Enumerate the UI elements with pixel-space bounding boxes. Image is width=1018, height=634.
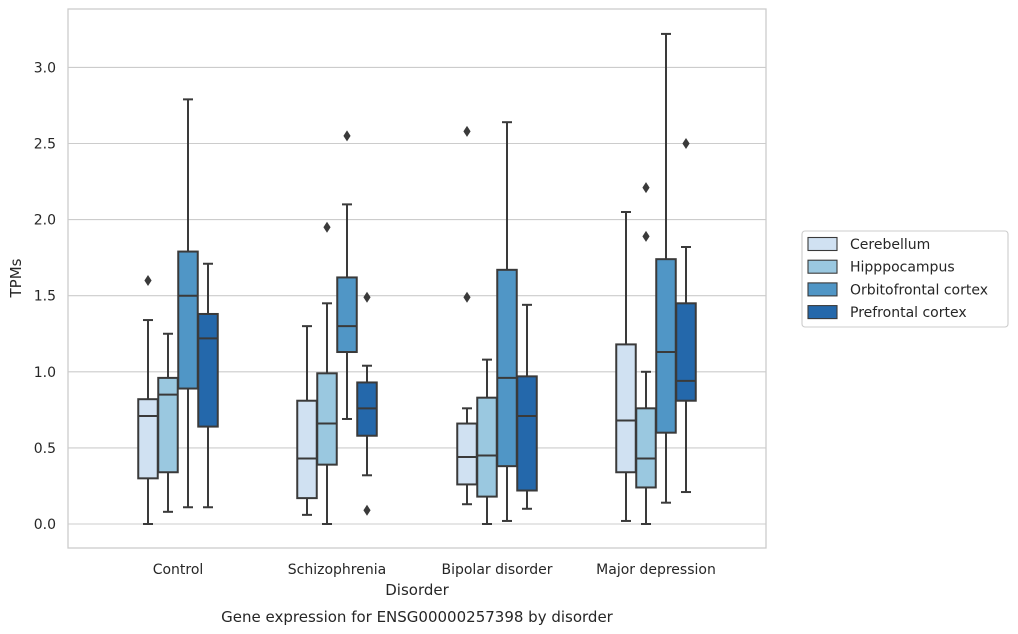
legend-swatch: [807, 282, 838, 297]
outlier-point: [323, 221, 331, 233]
box-iqr: [197, 312, 219, 428]
legend-label: Cerebellum: [850, 237, 930, 253]
box-orbitofrontal-cortex: [336, 130, 358, 420]
y-axis-label: TPMs: [7, 258, 25, 298]
box-iqr: [177, 250, 199, 390]
plot-frame: [67, 8, 767, 549]
box-iqr: [137, 398, 159, 480]
legend-frame: [801, 230, 1009, 328]
box-cerebellum: [615, 210, 637, 522]
legend-swatch: [807, 259, 838, 274]
box-iqr: [336, 276, 358, 354]
box-orbitofrontal-cortex: [655, 32, 677, 504]
box-iqr: [476, 396, 498, 498]
outlier-point: [682, 138, 690, 149]
box-prefrontal-cortex: [675, 138, 697, 494]
box-iqr: [316, 372, 338, 466]
box-iqr: [655, 258, 677, 434]
box-hipppocampus: [316, 221, 338, 525]
legend-swatch: [807, 305, 838, 320]
legend: Cerebellum Hipppocampus Orbitofrontal cort…: [801, 230, 1009, 328]
y-tick-label: 2.0: [34, 213, 56, 229]
box-iqr: [157, 376, 179, 474]
box-cerebellum: [456, 125, 478, 506]
outlier-point: [363, 291, 371, 303]
x-tick-labels: Control Schizophrenia Bipolar disorder Majo…: [153, 562, 716, 578]
x-axis-label: Disorder: [385, 581, 449, 599]
box-prefrontal-cortex: [356, 291, 378, 516]
box-iqr: [615, 343, 637, 474]
y-tick-label: 3.0: [34, 60, 56, 76]
outlier-point: [144, 274, 152, 286]
legend-label: Hipppocampus: [850, 260, 955, 276]
y-tick-label: 0.5: [34, 441, 56, 457]
box-hipppocampus: [157, 332, 179, 513]
outlier-point: [363, 504, 371, 516]
x-tick-label: Control: [153, 562, 204, 578]
chart-caption: Gene expression for ENSG00000257398 by d…: [221, 608, 614, 626]
legend-label: Prefrontal cortex: [850, 305, 967, 321]
box-hipppocampus: [476, 358, 498, 525]
y-tick-label: 0.0: [34, 517, 56, 533]
box-iqr: [635, 407, 657, 489]
box-cerebellum: [296, 325, 318, 516]
legend-label: Orbitofrontal cortex: [850, 282, 988, 298]
y-tick-label: 1.5: [34, 289, 56, 305]
y-tick-label: 2.5: [34, 137, 56, 153]
y-tick-label: 1.0: [34, 365, 56, 381]
outlier-point: [463, 125, 471, 137]
box-iqr: [456, 422, 478, 486]
x-tick-label: Bipolar disorder: [441, 562, 552, 578]
box-iqr: [296, 399, 318, 500]
x-tick-label: Schizophrenia: [288, 562, 386, 578]
box-iqr: [516, 375, 538, 492]
box-prefrontal-cortex: [197, 262, 219, 509]
box-iqr: [496, 268, 518, 468]
box-orbitofrontal-cortex: [177, 98, 199, 509]
outlier-point: [463, 291, 471, 303]
box-hipppocampus: [635, 182, 657, 525]
y-tick-labels: 0.0 0.5 1.0 1.5 2.0 2.5 3.0: [34, 60, 56, 533]
box-cerebellum: [137, 274, 159, 525]
box-orbitofrontal-cortex: [496, 121, 518, 522]
box-iqr: [675, 302, 697, 402]
outlier-point: [343, 130, 351, 142]
x-tick-label: Major depression: [596, 562, 716, 578]
outlier-point: [642, 182, 650, 194]
legend-swatch: [807, 236, 838, 252]
box-prefrontal-cortex: [516, 303, 538, 510]
box-plot-area: [137, 32, 697, 525]
outlier-point: [642, 230, 650, 242]
